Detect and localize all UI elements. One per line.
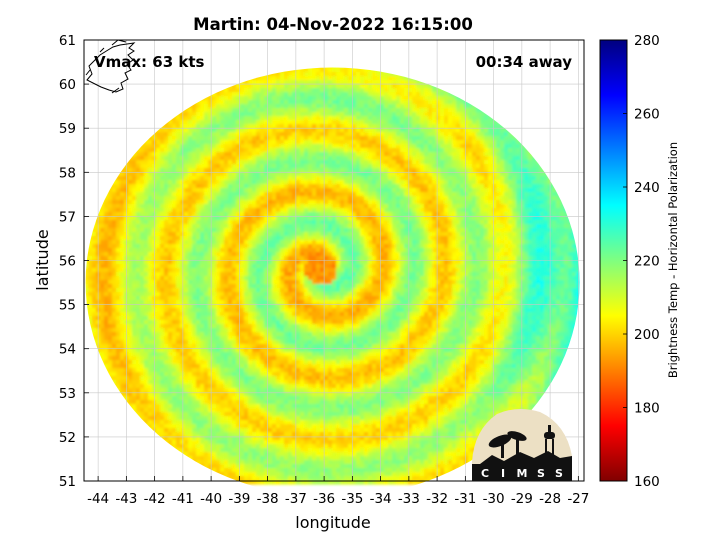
- x-tick-label: -39: [228, 491, 250, 507]
- x-tick-label: -41: [172, 491, 194, 507]
- cimss-logo-letter: S: [537, 467, 545, 480]
- x-tick-label: -28: [539, 491, 561, 507]
- cimss-logo-letter: M: [517, 467, 528, 480]
- cimss-logo-letter: S: [555, 467, 563, 480]
- cimss-logo-letter: I: [501, 467, 505, 480]
- coastline-outline: [85, 39, 136, 94]
- chart-title: Martin: 04-Nov-2022 16:15:00: [193, 15, 473, 34]
- gridlines: [84, 39, 584, 482]
- y-tick-label: 52: [59, 430, 76, 446]
- x-tick-label: -30: [483, 491, 505, 507]
- x-tick-label: -40: [200, 491, 222, 507]
- x-tick-label: -35: [341, 491, 363, 507]
- x-tick-label: -36: [313, 491, 335, 507]
- x-axis-label: longitude: [295, 513, 370, 532]
- colorbar-tick-label: 180: [634, 401, 660, 417]
- cimss-logo: C I M S S: [472, 408, 572, 481]
- y-tick-label: 61: [59, 33, 76, 49]
- colorbar-tick-label: 260: [634, 107, 660, 123]
- cimss-logo-letter: C: [481, 467, 489, 480]
- time-away-annotation: 00:34 away: [476, 53, 573, 71]
- x-tick-label: -31: [454, 491, 476, 507]
- y-tick-label: 53: [59, 386, 76, 402]
- x-tick-label: -29: [511, 491, 533, 507]
- axis-ticks: -44 -43 -42 -41 -40 -39 -38 -37 -36 -35 -34 -33 -32-…: [59, 33, 590, 507]
- x-tick-label: -38: [257, 491, 279, 507]
- x-tick-label: -34: [370, 491, 392, 507]
- y-tick-label: 58: [59, 165, 76, 181]
- brightness-temp-field: [85, 67, 580, 485]
- colorbar: [599, 39, 628, 482]
- y-tick-label: 59: [59, 121, 76, 137]
- x-tick-label: -33: [398, 491, 420, 507]
- y-tick-label: 56: [59, 254, 76, 270]
- colorbar-tick-label: 160: [634, 474, 660, 490]
- colorbar-tick-label: 200: [634, 327, 660, 343]
- colorbar-gradient: [599, 39, 628, 482]
- y-tick-label: 51: [59, 474, 76, 490]
- y-tick-label: 57: [59, 209, 76, 225]
- x-tick-label: -44: [87, 491, 109, 507]
- colorbar-tick-label: 280: [634, 33, 660, 49]
- colorbar-ticks: 160 180 200 220 240 260 280: [623, 33, 660, 490]
- colorbar-tick-label: 220: [634, 254, 660, 270]
- x-tick-label: -42: [144, 491, 166, 507]
- y-axis-label: latitude: [33, 229, 52, 290]
- colorbar-tick-label: 240: [634, 180, 660, 196]
- y-tick-label: 55: [59, 298, 76, 314]
- vmax-annotation: Vmax: 63 kts: [94, 53, 204, 71]
- y-tick-label: 60: [59, 77, 76, 93]
- x-tick-label: -37: [285, 491, 307, 507]
- x-tick-label: -43: [115, 491, 137, 507]
- x-tick-label: -32: [426, 491, 448, 507]
- colorbar-label: Brightness Temp - Horizontal Polarizatio…: [666, 142, 680, 378]
- x-tick-label: -27: [567, 491, 589, 507]
- y-tick-label: 54: [59, 342, 76, 358]
